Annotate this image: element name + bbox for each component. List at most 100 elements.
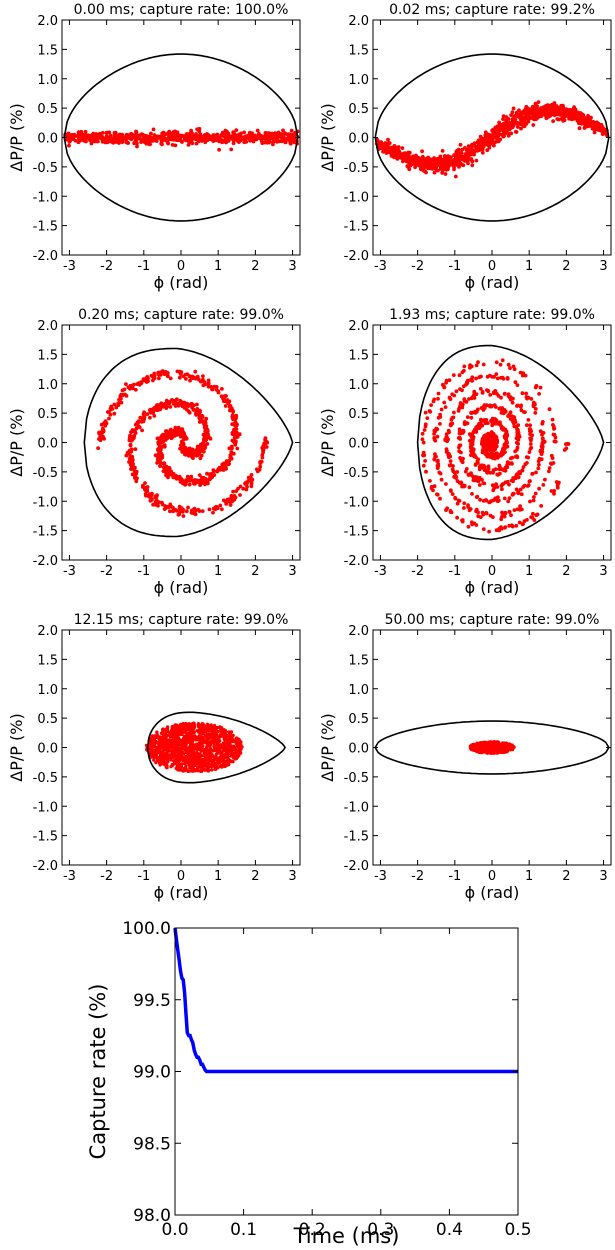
particle-point <box>168 470 173 475</box>
particle-point <box>145 135 150 140</box>
particle-point <box>485 388 489 392</box>
particle-point <box>510 125 515 129</box>
particle-point <box>452 393 457 398</box>
particle-point <box>161 469 166 473</box>
particle-point <box>485 148 490 153</box>
x-tick-label: 2 <box>562 564 570 579</box>
particle-point <box>216 766 220 770</box>
particle-point <box>541 109 546 114</box>
particle-cloud <box>420 358 571 534</box>
y-tick-label: -2.0 <box>344 554 369 569</box>
particle-point <box>210 387 214 392</box>
particle-point <box>202 380 207 384</box>
particle-point <box>493 456 497 461</box>
particle-point <box>135 144 139 149</box>
particle-point <box>158 407 163 412</box>
y-tick-label: 1.0 <box>37 73 58 88</box>
x-axis-label: ϕ (rad) <box>154 578 209 597</box>
particle-point <box>578 117 582 122</box>
particle-point <box>170 143 175 147</box>
particle-point <box>135 382 140 386</box>
particle-point <box>526 108 530 112</box>
particle-point <box>292 140 297 145</box>
particle-point <box>485 374 490 379</box>
particle-point <box>494 444 499 449</box>
particle-point <box>521 465 526 469</box>
particle-point <box>469 150 474 155</box>
particle-point <box>550 417 555 422</box>
particle-point <box>184 509 189 514</box>
particle-point <box>564 442 568 446</box>
particle-point <box>488 449 493 453</box>
particle-point <box>444 447 449 451</box>
particle-point <box>195 449 200 453</box>
particle-point <box>229 444 234 449</box>
particle-point <box>134 426 139 431</box>
particle-point <box>152 414 157 418</box>
particle-point <box>513 380 518 385</box>
particle-point <box>586 120 591 125</box>
particle-point <box>447 378 452 383</box>
particle-point <box>154 498 159 503</box>
particle-point <box>557 110 562 115</box>
x-tick-label: -3 <box>374 564 387 579</box>
particle-point <box>529 436 534 441</box>
particle-point <box>234 489 239 493</box>
particle-point <box>464 157 469 162</box>
particle-point <box>534 470 538 475</box>
particle-point <box>519 126 523 131</box>
particle-point <box>231 417 236 422</box>
particle-point <box>149 409 154 414</box>
particle-point <box>507 127 512 132</box>
particle-point <box>533 491 538 496</box>
particle-point <box>180 480 185 485</box>
particle-point <box>197 377 201 382</box>
particle-point <box>495 392 499 396</box>
particle-point <box>119 134 123 139</box>
particle-point <box>394 148 399 153</box>
particle-point <box>470 439 475 444</box>
particle-point <box>144 493 148 498</box>
particle-point <box>246 475 251 480</box>
particle-point <box>201 446 206 451</box>
particle-point <box>473 478 478 483</box>
particle-point <box>97 430 101 435</box>
particle-point <box>281 128 285 133</box>
particle-point <box>156 403 161 408</box>
particle-point <box>484 450 489 455</box>
particle-point <box>181 374 186 379</box>
particle-point <box>462 506 466 510</box>
particle-point <box>233 495 238 500</box>
particle-point <box>552 427 556 431</box>
particle-point <box>502 434 507 439</box>
particle-point <box>195 402 199 407</box>
particle-point <box>477 375 482 380</box>
particle-point <box>500 451 504 455</box>
particle-point <box>176 133 181 138</box>
particle-point <box>234 416 238 420</box>
particle-point <box>486 444 491 448</box>
particle-point <box>505 376 510 380</box>
particle-point <box>162 507 167 511</box>
particle-point <box>481 448 485 453</box>
particle-point <box>499 517 504 522</box>
particle-point <box>153 749 157 753</box>
particle-point <box>444 164 449 169</box>
particle-point <box>412 158 416 163</box>
particle-point <box>129 457 134 462</box>
particle-point <box>435 492 440 497</box>
particle-point <box>181 446 186 451</box>
particle-point <box>196 139 201 144</box>
particle-point <box>564 446 569 451</box>
particle-point <box>168 509 172 514</box>
particle-point <box>229 406 234 411</box>
particle-point <box>557 480 561 485</box>
particle-point <box>226 462 231 466</box>
particle-point <box>235 435 240 439</box>
particle-point <box>238 484 243 489</box>
y-tick-label: -0.5 <box>33 161 58 176</box>
particle-point <box>242 130 247 135</box>
particle-point <box>438 422 442 426</box>
particle-point <box>507 523 512 528</box>
particle-point <box>520 391 525 396</box>
